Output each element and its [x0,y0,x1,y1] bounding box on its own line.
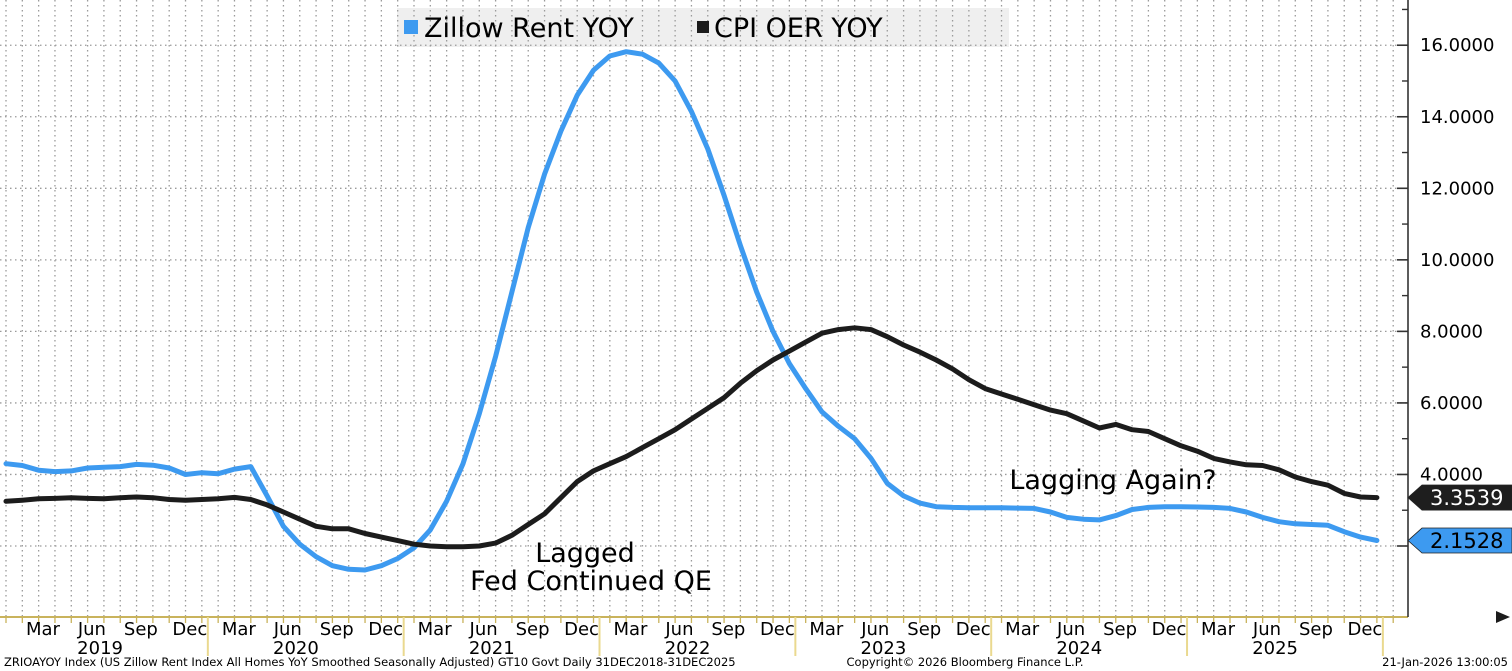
x-axis-label-year: 2025 [1252,638,1298,659]
x-axis-label-month: Jun [664,619,693,640]
series-lines [3,49,1380,573]
legend-label-zillow: Zillow Rent YOY [424,13,634,44]
x-axis-label-month: Jun [860,619,889,640]
x-axis-label-month: Sep [1103,619,1137,640]
annotation-lagged-line2: Fed Continued QE [470,566,712,597]
series-line-zillow [3,49,1380,573]
x-axis-label-year: 2022 [665,638,711,659]
plot-area[interactable] [0,0,1408,617]
x-axis-label-month: Mar [613,619,648,640]
x-axis-label-month: Dec [564,619,599,640]
legend-label-cpi: CPI OER YOY [714,13,883,44]
x-axis-label-month: Jun [469,619,498,640]
axes [0,0,1510,656]
x-axis-label-month: Dec [172,619,207,640]
x-axis-label-year: 2023 [861,638,907,659]
y-axis-label: 14.0000 [1420,107,1494,128]
annotation-lagged-line1: Lagged [535,538,635,569]
footer-timestamp: 21-Jan-2026 13:00:05 [1382,655,1508,669]
series-line-cpi [3,325,1380,550]
x-axis-label-month: Dec [1152,619,1187,640]
y-axis-label: 16.0000 [1420,35,1494,56]
x-axis-label-month: Sep [124,619,158,640]
x-axis-label-month: Sep [320,619,354,640]
x-axis-label-month: Jun [1056,619,1085,640]
last-value-badges: 3.3539 2.1528 [1407,484,1512,554]
x-axis-labels: Mar Jun Sep Dec 2019 Mar Jun Sep Dec 2020 Mar Jun Se… [26,619,1382,659]
y-axis-label: 4.0000 [1420,464,1483,485]
x-axis-label-month: Sep [516,619,550,640]
footer-bar: ZRIOAYOY Index (US Zillow Rent Index All… [4,655,1508,669]
footer-copyright: Copyright© 2026 Bloomberg Finance L.P. [847,655,1084,669]
legend-swatch-zillow [404,20,418,34]
x-axis-label-year: 2019 [77,638,123,659]
x-axis-label-month: Sep [907,619,941,640]
legend-swatch-cpi [697,21,709,33]
x-axis-label-month: Mar [26,619,61,640]
last-value-badge-text: 3.3539 [1430,486,1503,510]
y-axis-label: 10.0000 [1420,250,1494,271]
x-axis-label-month: Mar [1005,619,1040,640]
x-axis-label-month: Jun [77,619,106,640]
x-axis-label-month: Dec [760,619,795,640]
x-axis-label-month: Jun [1252,619,1281,640]
x-axis-label-month: Dec [956,619,991,640]
x-axis-label-month: Sep [711,619,745,640]
x-axis-arrow [1496,611,1510,623]
legend: Zillow Rent YOY CPI OER YOY [404,13,883,44]
x-axis-label-month: Dec [368,619,403,640]
y-axis-label: 6.0000 [1420,393,1483,414]
x-axis-label-month: Sep [1299,619,1333,640]
x-axis-label-month: Mar [1201,619,1236,640]
x-axis-label-month: Mar [222,619,257,640]
x-axis-label-month: Dec [1347,619,1382,640]
last-value-badge [1407,484,1512,511]
y-axis-label: 8.0000 [1420,321,1483,342]
footer-security-description: ZRIOAYOY Index (US Zillow Rent Index All… [4,655,736,669]
x-axis-label-month: Mar [418,619,453,640]
last-value-badge [1407,527,1512,554]
x-axis-label-year: 2021 [469,638,515,659]
x-axis-label-year: 2024 [1056,638,1102,659]
x-axis-label-month: Mar [809,619,844,640]
x-axis-label-year: 2020 [273,638,319,659]
y-axis-label: 12.0000 [1420,178,1494,199]
annotation-lagging-again: Lagging Again? [1009,465,1216,496]
last-value-badge-text: 2.1528 [1430,529,1503,553]
x-axis-label-month: Jun [273,619,302,640]
